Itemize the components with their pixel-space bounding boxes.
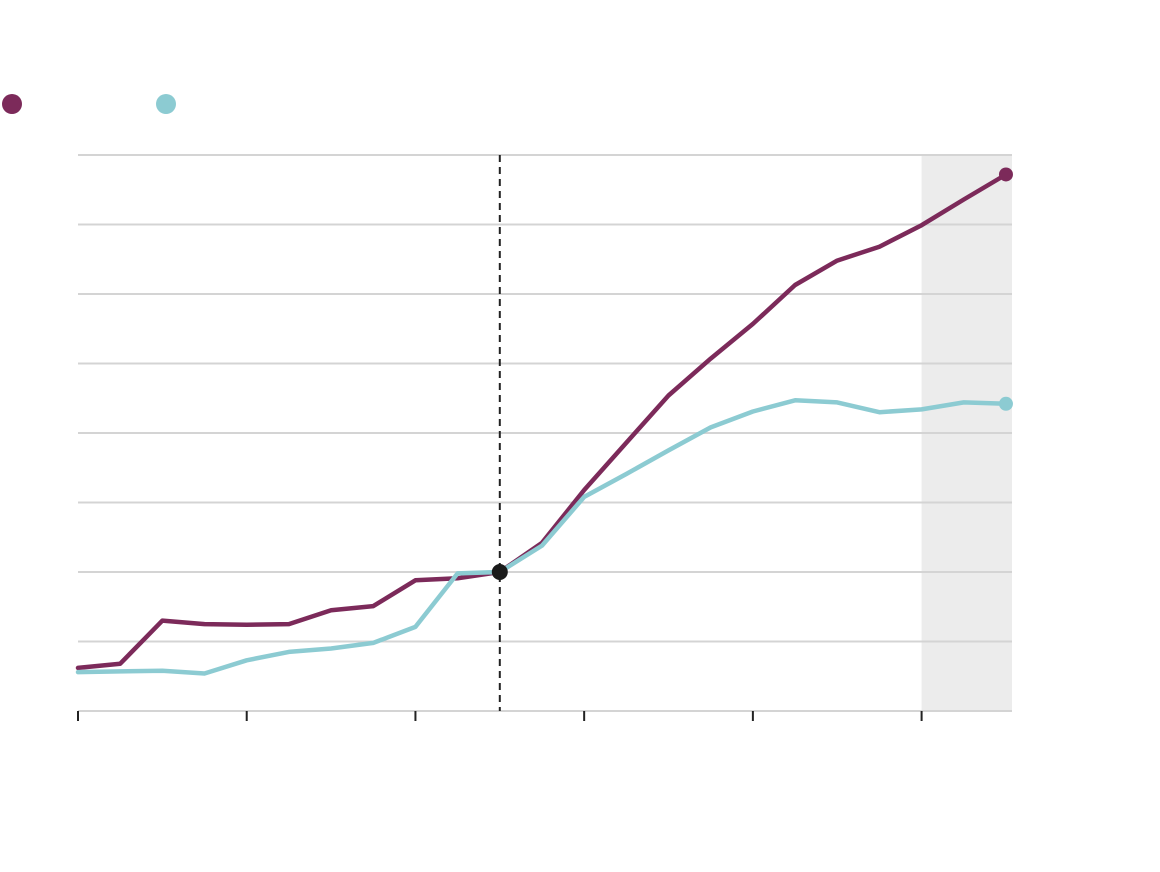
series-2-line	[75, 398, 1009, 676]
legend-marker-series-2	[156, 94, 176, 114]
reference-point	[491, 564, 508, 580]
legend-marker-series-1	[2, 94, 22, 114]
series-1-line	[75, 172, 1009, 671]
series-2-end-point	[998, 396, 1013, 411]
series-1-end-point	[998, 167, 1013, 182]
